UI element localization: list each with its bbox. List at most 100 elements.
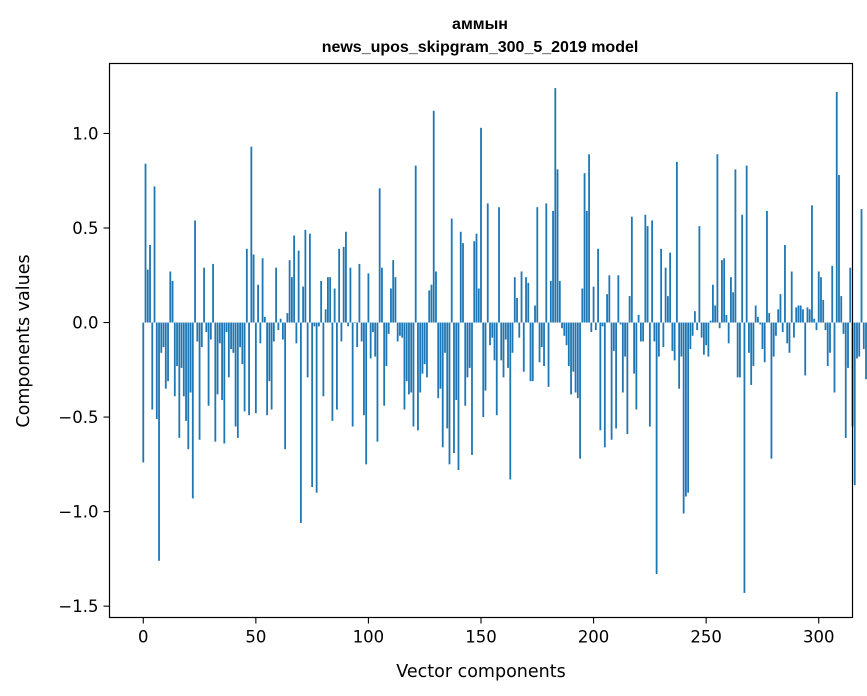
- bar: [412, 322, 415, 427]
- bar: [399, 322, 401, 336]
- bar: [804, 322, 807, 376]
- bar: [759, 322, 762, 325]
- bar: [144, 163, 147, 323]
- bar: [437, 322, 440, 399]
- bar: [860, 209, 863, 323]
- bar: [592, 286, 595, 323]
- bar: [493, 322, 496, 361]
- x-axis-label: Vector components: [396, 662, 565, 682]
- y-tick-label: 0.0: [72, 314, 98, 333]
- bar: [185, 322, 187, 421]
- bar: [372, 322, 374, 332]
- bar: [223, 322, 226, 444]
- bar: [660, 248, 663, 323]
- bar: [682, 322, 685, 514]
- bar: [385, 322, 388, 367]
- bar: [383, 322, 386, 406]
- bar: [387, 322, 390, 334]
- bar: [669, 252, 672, 323]
- bar: [516, 297, 518, 323]
- bar: [261, 258, 264, 323]
- bar: [597, 248, 599, 323]
- bar: [272, 322, 275, 342]
- bar: [444, 322, 446, 353]
- bar: [693, 311, 696, 323]
- bar: [491, 322, 494, 338]
- bar: [585, 210, 588, 323]
- bar: [198, 322, 201, 440]
- bar: [588, 154, 590, 323]
- y-tick-label: −0.5: [58, 408, 98, 427]
- bar: [648, 322, 651, 427]
- bar: [563, 322, 566, 336]
- bar: [203, 267, 205, 323]
- bar: [716, 154, 719, 323]
- bar: [212, 263, 214, 323]
- bar: [637, 314, 640, 323]
- bar: [552, 210, 554, 323]
- bar: [718, 322, 721, 329]
- bar: [862, 322, 865, 350]
- bar: [281, 322, 284, 340]
- bar: [446, 322, 449, 429]
- bar: [540, 322, 543, 348]
- bar: [329, 277, 332, 323]
- bar: [691, 322, 694, 336]
- bar: [317, 322, 320, 327]
- bar: [230, 322, 232, 350]
- bar: [842, 322, 845, 334]
- bar: [354, 322, 356, 324]
- bar: [178, 322, 181, 438]
- bar: [466, 322, 469, 378]
- bar: [626, 322, 629, 435]
- x-tick-label: 0: [138, 628, 149, 647]
- bar: [531, 322, 534, 382]
- bar: [610, 322, 613, 440]
- bar: [775, 322, 777, 336]
- bar: [574, 322, 577, 393]
- bar: [766, 210, 768, 323]
- bar: [633, 322, 635, 374]
- bar: [349, 267, 352, 323]
- bar: [671, 322, 674, 351]
- bar: [698, 226, 701, 323]
- bar: [160, 322, 163, 353]
- bar: [347, 322, 350, 327]
- bar: [761, 322, 764, 350]
- bar: [565, 322, 568, 346]
- bar: [270, 322, 273, 410]
- bar: [419, 322, 422, 393]
- bar: [414, 165, 417, 323]
- bar: [696, 322, 699, 331]
- bar: [401, 322, 404, 338]
- bar: [250, 146, 253, 323]
- bar: [847, 322, 849, 368]
- bar: [651, 220, 654, 323]
- bar: [405, 322, 408, 382]
- bar: [811, 205, 813, 323]
- plot-frame: [108, 62, 854, 619]
- bar: [268, 322, 271, 382]
- bar: [439, 322, 442, 389]
- bar: [705, 322, 708, 346]
- bar: [572, 322, 575, 372]
- bar: [164, 322, 167, 389]
- bar: [423, 322, 426, 365]
- bar: [856, 322, 858, 359]
- y-tick-label: −1.5: [58, 597, 98, 616]
- bar: [833, 322, 836, 393]
- bar: [657, 322, 660, 357]
- bar: [646, 226, 649, 323]
- bar: [534, 305, 536, 323]
- bar: [829, 322, 831, 353]
- bar: [320, 280, 323, 323]
- bar: [245, 248, 248, 323]
- bar: [464, 322, 467, 406]
- bar: [394, 277, 397, 323]
- bar: [547, 322, 550, 387]
- bar: [327, 277, 329, 323]
- bar: [333, 288, 336, 323]
- bar: [741, 214, 744, 323]
- bar: [583, 173, 586, 323]
- bar: [824, 322, 827, 331]
